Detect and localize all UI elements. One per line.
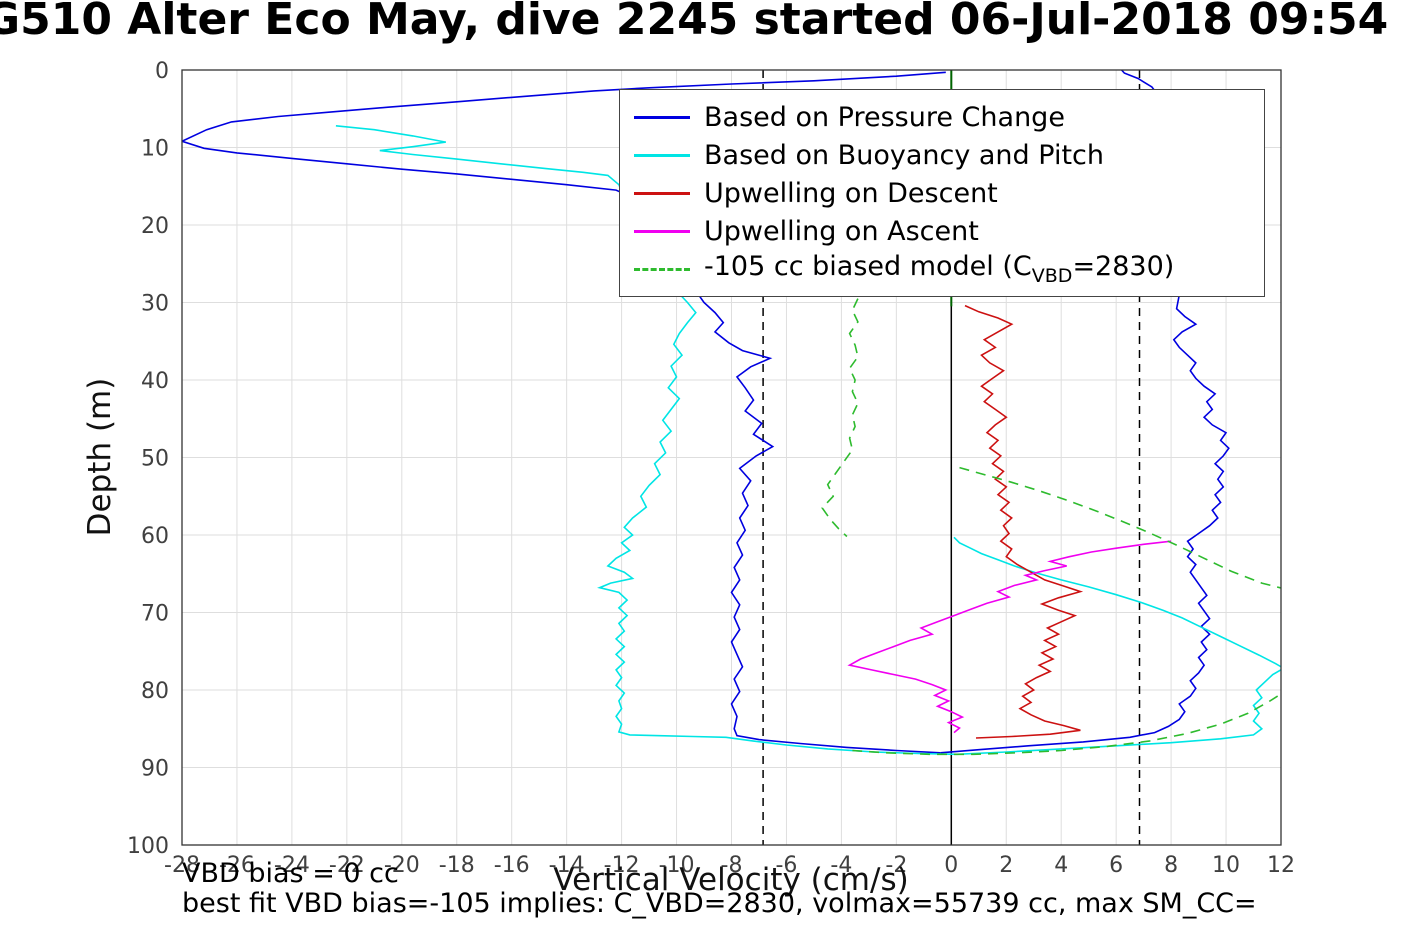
best-fit-annotation: best fit VBD bias=-105 implies: C_VBD=28… [182,888,1257,919]
svg-text:-14: -14 [549,853,585,878]
svg-text:6: 6 [1109,853,1123,878]
svg-text:20: 20 [141,214,169,239]
y-axis-label: Depth (m) [82,377,118,537]
legend-entry-upwelling-ascent: Upwelling on Ascent [634,212,1258,250]
svg-text:100: 100 [127,834,169,859]
svg-text:-10: -10 [659,853,695,878]
svg-text:50: 50 [141,447,169,472]
svg-text:10: 10 [141,137,169,162]
legend-line-sample-magenta [634,229,690,233]
legend-entry-biased-model: -105 cc biased model (CVBD=2830) [634,250,1258,288]
legend-entry-upwelling-descent: Upwelling on Descent [634,174,1258,212]
legend-label: Based on Pressure Change [704,101,1065,133]
svg-text:0: 0 [155,59,169,84]
legend-label: Upwelling on Ascent [704,215,979,247]
svg-text:10: 10 [1212,853,1240,878]
svg-text:-6: -6 [775,853,797,878]
legend: Based on Pressure Change Based on Buoyan… [619,89,1265,297]
svg-text:-22: -22 [329,853,365,878]
svg-text:-4: -4 [830,853,852,878]
legend-entry-buoyancy-pitch: Based on Buoyancy and Pitch [634,136,1258,174]
svg-text:-12: -12 [604,853,640,878]
svg-text:-26: -26 [219,853,255,878]
svg-text:-24: -24 [274,853,310,878]
svg-text:90: 90 [141,757,169,782]
legend-entry-pressure-change: Based on Pressure Change [634,98,1258,136]
svg-text:8: 8 [1164,853,1178,878]
legend-label: Based on Buoyancy and Pitch [704,139,1104,171]
svg-text:2: 2 [999,853,1013,878]
svg-text:60: 60 [141,524,169,549]
svg-text:-28: -28 [164,853,200,878]
legend-line-sample-green-dashed [634,267,690,271]
vbd-bias-annotation: VBD bias = 0 cc [182,858,399,889]
svg-text:0: 0 [944,853,958,878]
legend-line-sample-cyan [634,153,690,157]
svg-text:-16: -16 [494,853,530,878]
svg-text:80: 80 [141,679,169,704]
svg-text:4: 4 [1054,853,1068,878]
chart-title: G510 Alter Eco May, dive 2245 started 06… [0,0,1389,45]
svg-text:70: 70 [141,602,169,627]
legend-label: Upwelling on Descent [704,177,998,209]
legend-line-sample-blue [634,115,690,119]
svg-text:40: 40 [141,369,169,394]
svg-text:-18: -18 [439,853,475,878]
legend-label-subscript: VBD [1031,265,1073,287]
svg-text:-2: -2 [885,853,907,878]
svg-text:-20: -20 [384,853,420,878]
x-axis-label: Vertical Velocity (cm/s) [553,862,909,898]
svg-text:30: 30 [141,292,169,317]
legend-label: -105 cc biased model (CVBD=2830) [704,251,1175,287]
svg-text:12: 12 [1267,853,1295,878]
legend-line-sample-red [634,191,690,195]
svg-text:-8: -8 [721,853,743,878]
